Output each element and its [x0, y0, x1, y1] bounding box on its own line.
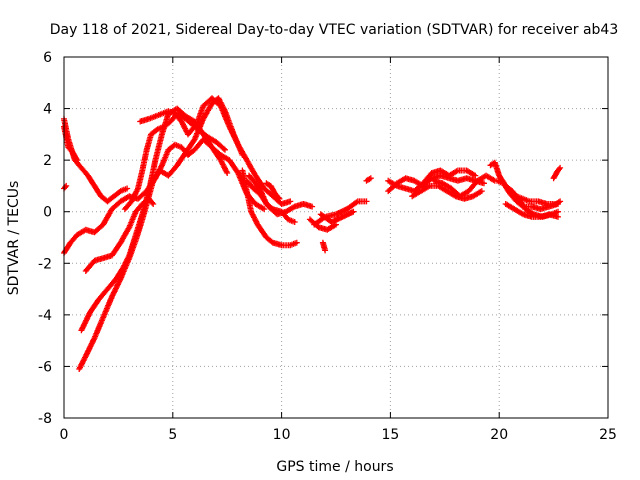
- marker-path-17: [363, 175, 374, 184]
- series-track-g: [82, 195, 157, 274]
- marker-path-12: [263, 180, 283, 202]
- y-tick-label: -4: [38, 308, 52, 324]
- x-tick-label: 25: [599, 427, 617, 443]
- marker-path-26: [550, 164, 564, 182]
- y-tick-label: -8: [38, 411, 52, 427]
- y-tick-label: -6: [38, 359, 52, 375]
- marker-path-11: [246, 172, 298, 225]
- series-track-y: [507, 188, 564, 207]
- y-tick-label: 2: [43, 153, 52, 169]
- series-track-f: [78, 105, 268, 334]
- x-axis-label: GPS time / hours: [276, 459, 393, 475]
- series-track-l: [246, 172, 298, 225]
- x-tick-label: 0: [60, 427, 69, 443]
- marker-path-9: [239, 167, 300, 249]
- x-tick-label: 5: [168, 427, 177, 443]
- marker-path-25: [502, 201, 561, 220]
- series-track-j: [239, 167, 300, 249]
- series-track-m: [263, 180, 283, 202]
- series-track-a: [61, 115, 131, 205]
- marker-path-16: [319, 239, 329, 254]
- series-track-t: [385, 167, 479, 195]
- marker-path-14: [317, 208, 357, 225]
- series-track-o: [317, 208, 357, 225]
- marker-path-24: [507, 188, 564, 207]
- series-track-r: [363, 175, 374, 184]
- marker-path-19: [385, 167, 479, 195]
- marker-path-8: [137, 95, 294, 207]
- series-track-i: [137, 95, 294, 207]
- plot-frame: [63, 56, 609, 419]
- series-track-n: [311, 198, 370, 228]
- y-tick-label: 6: [43, 50, 52, 66]
- marker-path-21: [430, 172, 498, 200]
- y-axis-label: SDTVAR / TECUs: [6, 181, 22, 296]
- y-tick-label: 0: [43, 205, 52, 221]
- marker-path-2: [61, 182, 70, 192]
- grid: [64, 57, 608, 418]
- marker-path-0: [61, 115, 131, 205]
- marker-path-22: [487, 159, 561, 220]
- x-tick-label: 15: [381, 427, 399, 443]
- marker-path-15: [306, 216, 339, 233]
- axes: 0 5 10 15 20 25 -8 -6 -4 -2 0 2 4 6: [38, 50, 617, 443]
- series-track-z: [502, 201, 561, 220]
- y-tick-label: 4: [43, 102, 52, 118]
- series-track-c: [61, 182, 70, 192]
- marker-path-6: [82, 195, 157, 274]
- series-track-tail: [550, 164, 564, 182]
- y-tick-label: -2: [38, 256, 52, 272]
- marker-path-5: [78, 105, 268, 334]
- chart-title: Day 118 of 2021, Sidereal Day-to-day VTE…: [50, 22, 619, 38]
- x-tick-label: 20: [490, 427, 508, 443]
- series-track-q: [319, 239, 329, 254]
- data-points: [61, 95, 564, 372]
- series-track-v: [430, 172, 498, 200]
- x-tick-label: 10: [273, 427, 291, 443]
- series-track-w: [487, 159, 561, 220]
- series-track-p: [306, 216, 339, 233]
- marker-path-13: [311, 198, 370, 228]
